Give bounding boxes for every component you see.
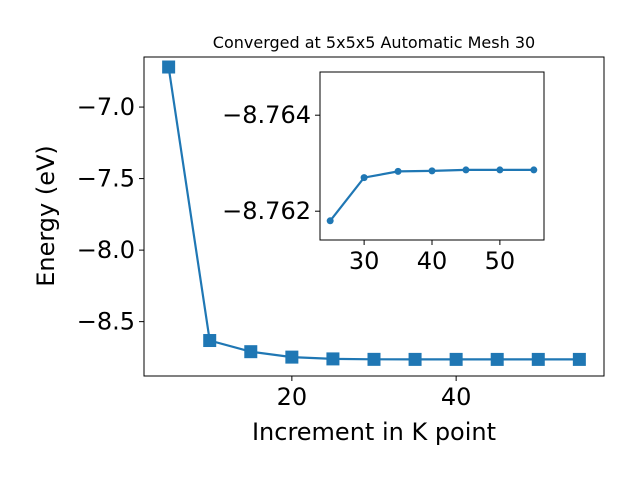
main-data-point bbox=[531, 352, 545, 366]
main-frame bbox=[143, 56, 605, 377]
inset-data-point bbox=[360, 174, 368, 182]
main-data-point bbox=[408, 352, 422, 366]
inset-data-point bbox=[462, 166, 470, 174]
main-y-tick-label: −7.0 bbox=[77, 93, 135, 121]
y-axis-label: Energy (eV) bbox=[32, 145, 60, 287]
inset-x-tick-label: 40 bbox=[417, 247, 448, 275]
main-y-tick-label: −8.0 bbox=[77, 236, 135, 264]
inset-data-point bbox=[326, 217, 334, 225]
inset-y-tick-label: −8.764 bbox=[222, 101, 311, 129]
main-data-point bbox=[490, 352, 504, 366]
inset-x-tick-label: 30 bbox=[349, 247, 380, 275]
main-data-point bbox=[449, 352, 463, 366]
inset-x-tick-label: 50 bbox=[485, 247, 516, 275]
main-plot: 20 40 −7.0 −7.5 −8.0 −8.5 bbox=[77, 56, 605, 411]
chart-title: Converged at 5x5x5 Automatic Mesh 30 bbox=[213, 33, 535, 52]
main-data-point bbox=[162, 60, 176, 74]
inset-data-point bbox=[530, 166, 538, 174]
main-x-tick-label: 20 bbox=[277, 383, 308, 411]
main-x-tick-label: 40 bbox=[441, 383, 472, 411]
inset-frame bbox=[319, 71, 545, 241]
main-y-tick-label: −7.5 bbox=[77, 165, 135, 193]
main-data-point bbox=[326, 352, 340, 366]
main-data-point bbox=[244, 345, 258, 359]
x-axis-label: Increment in K point bbox=[252, 418, 496, 446]
inset-y-tick-label: −8.762 bbox=[222, 197, 311, 225]
main-data-point bbox=[285, 350, 299, 364]
inset-data-point bbox=[428, 167, 436, 175]
main-data-point bbox=[367, 352, 381, 366]
inset-data-point bbox=[496, 166, 504, 174]
main-data-point bbox=[572, 352, 586, 366]
inset-plot: 30 40 50 −8.764 −8.762 bbox=[222, 71, 545, 275]
inset-background bbox=[320, 72, 544, 240]
main-y-tick-label: −8.5 bbox=[77, 308, 135, 336]
main-data-point bbox=[203, 334, 217, 348]
inset-data-point bbox=[394, 167, 402, 175]
